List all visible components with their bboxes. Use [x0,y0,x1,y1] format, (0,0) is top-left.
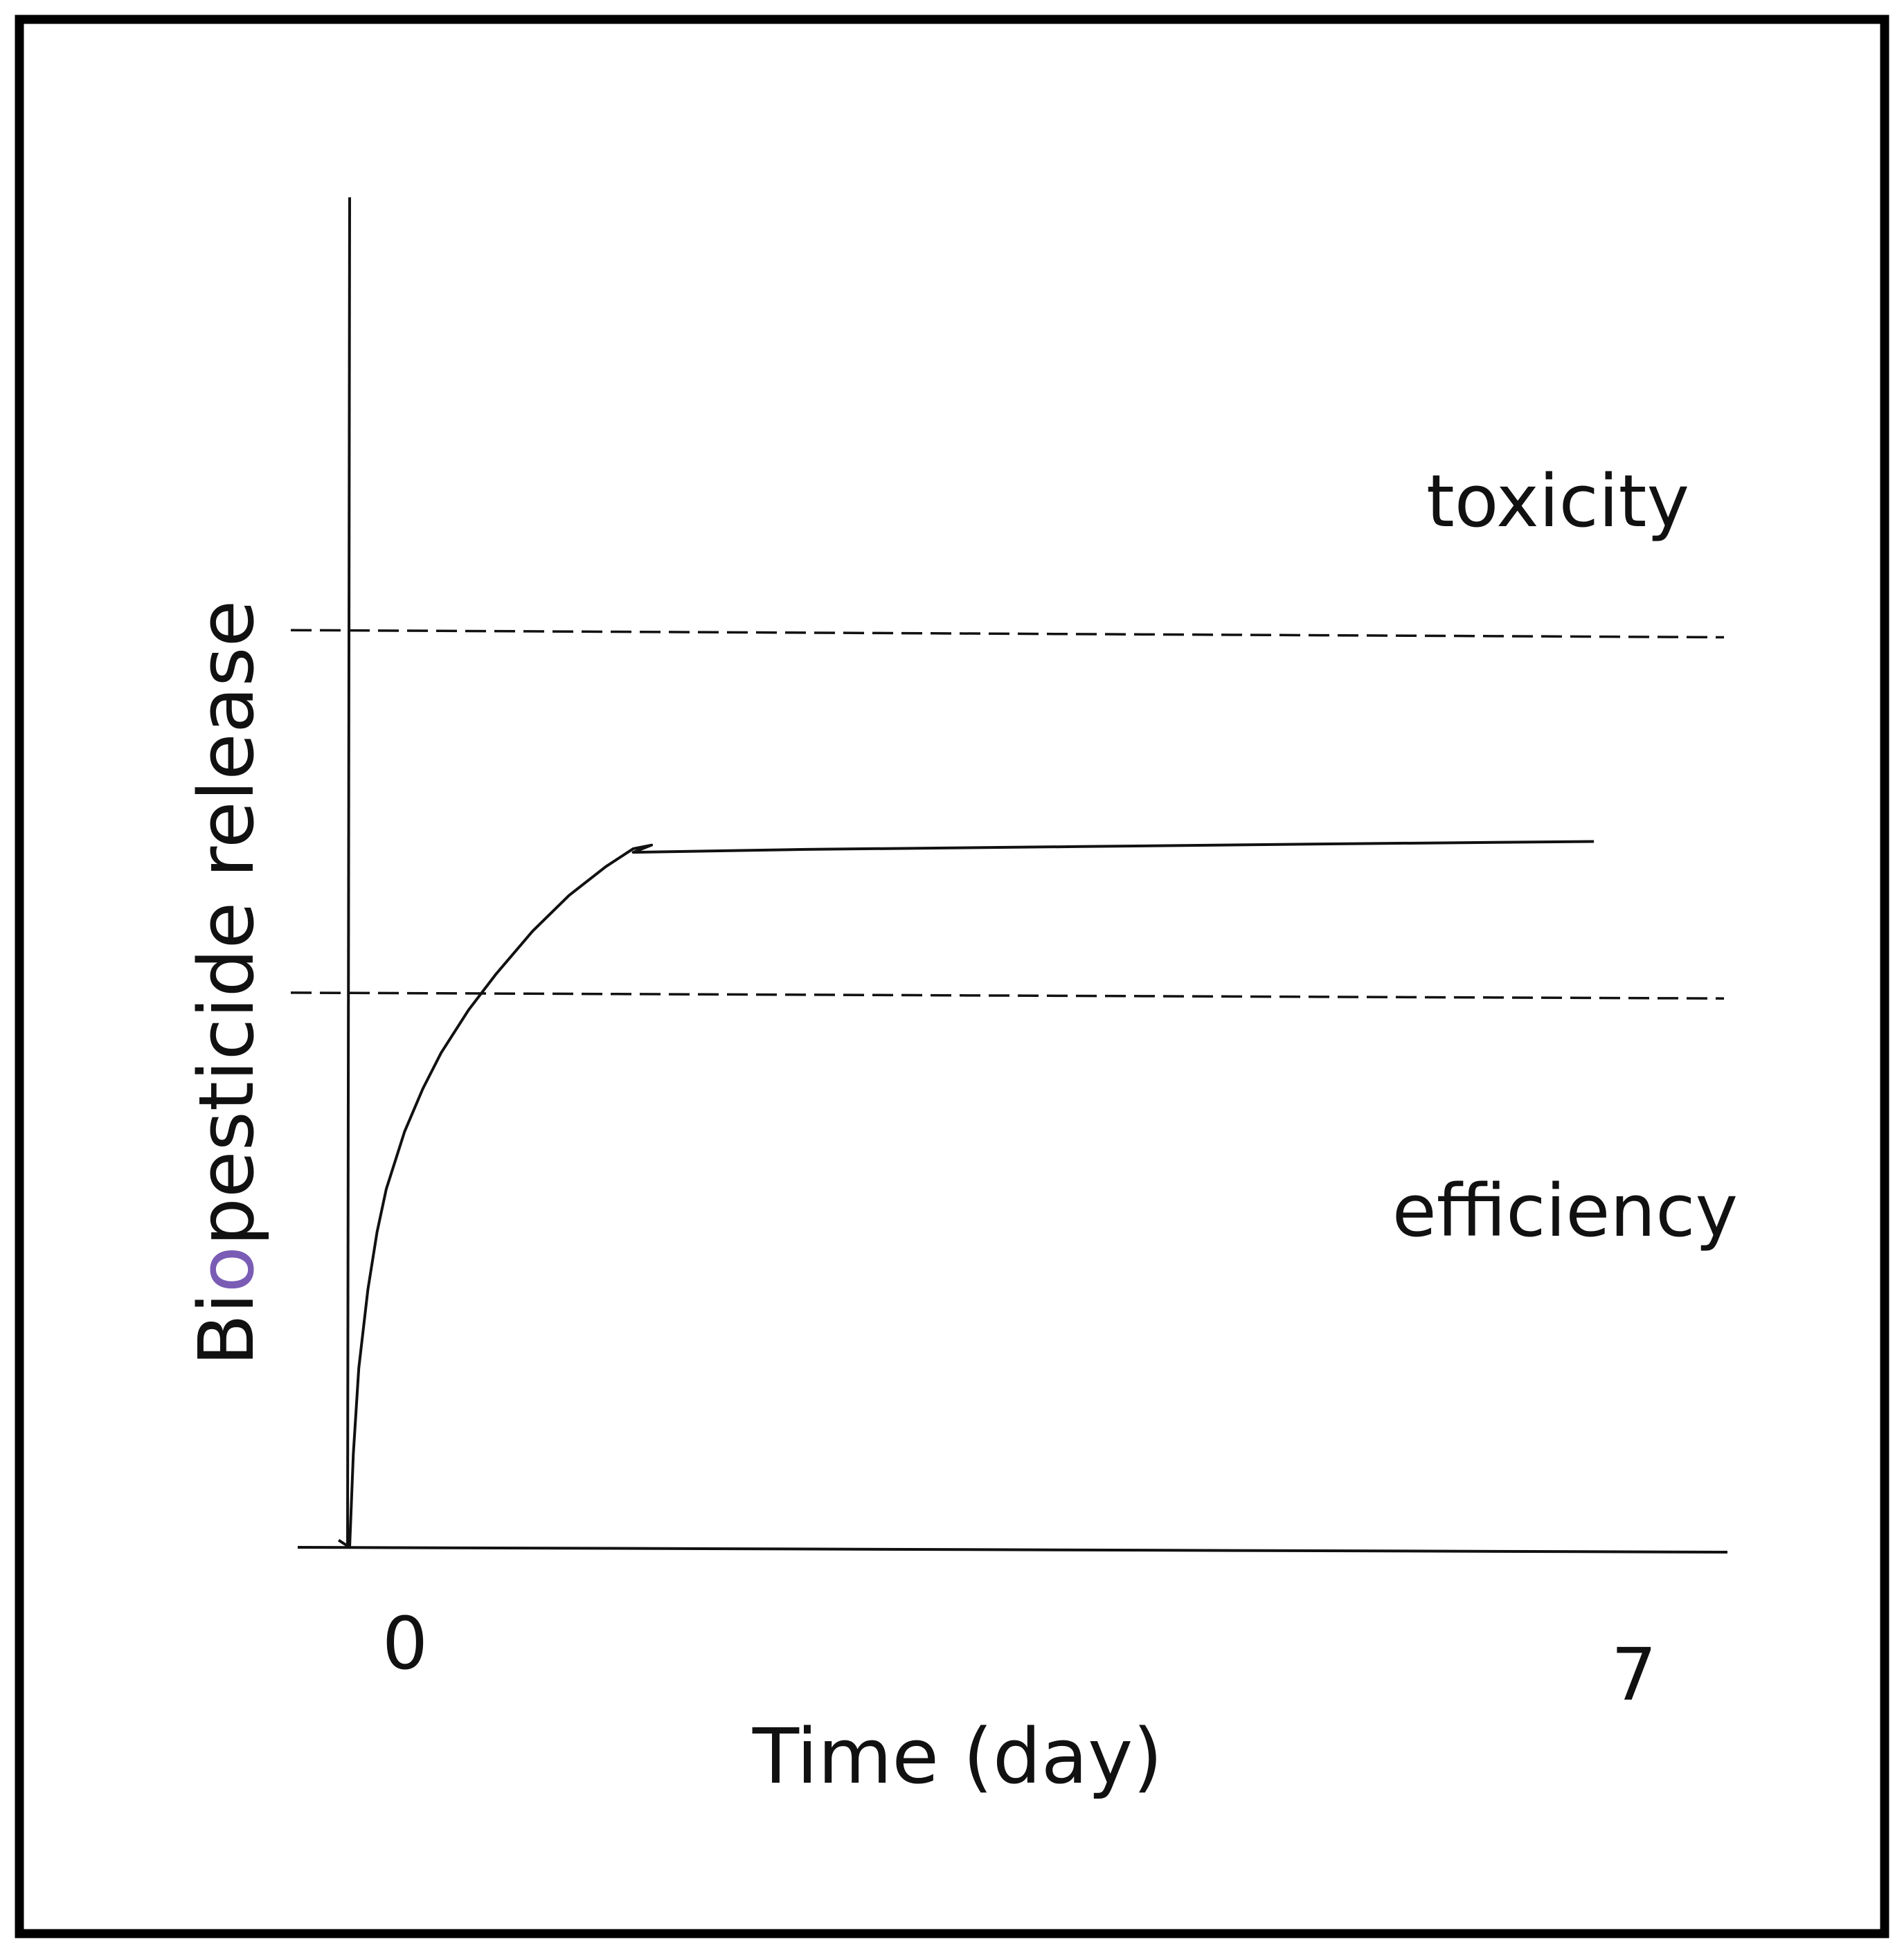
threshold-line-toxicity [290,629,1725,639]
threshold-label-efficiency: efficiency [1392,1169,1738,1253]
y-axis-label-part-2: pesticide release [182,600,271,1246]
chart-frame [15,15,1889,1938]
y-axis-label: Biopesticide release [182,600,271,1366]
x-tick-label-7: 7 [1611,1632,1657,1717]
x-axis [297,1546,1728,1554]
threshold-line-efficiency [290,991,1725,1000]
y-axis-label-part-1: o [182,1246,271,1293]
x-axis-label: Time (day) [752,1712,1162,1801]
series-line-release [338,840,1595,1549]
threshold-label-toxicity: toxicity [1426,459,1689,543]
y-axis-label-part-0: Bi [182,1293,271,1366]
axes [297,197,1728,1554]
x-tick-label-0: 0 [382,1601,428,1686]
y-axis [346,197,351,1548]
